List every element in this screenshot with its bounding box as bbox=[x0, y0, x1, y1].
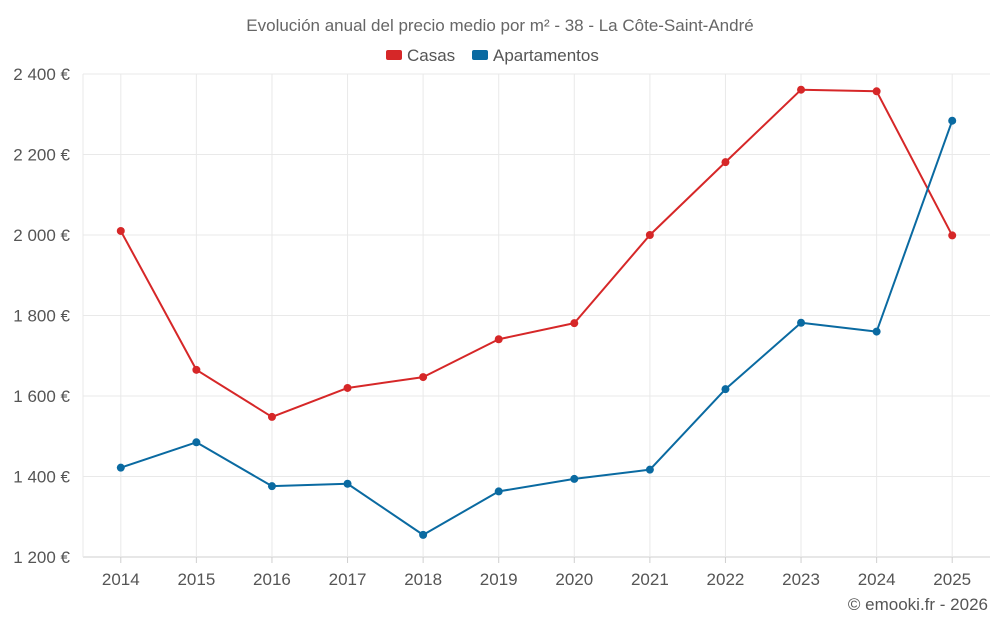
data-point-apartamentos[interactable] bbox=[721, 385, 730, 394]
data-point-casas[interactable] bbox=[872, 87, 881, 96]
data-point-apartamentos[interactable] bbox=[872, 327, 881, 336]
series-line-casas bbox=[119, 88, 954, 418]
y-tick-label: 1 400 € bbox=[13, 468, 70, 487]
y-tick-label: 1 600 € bbox=[13, 387, 70, 406]
data-point-casas[interactable] bbox=[948, 231, 957, 240]
x-tick-label: 2014 bbox=[102, 570, 140, 589]
data-point-apartamentos[interactable] bbox=[192, 438, 201, 447]
data-point-apartamentos[interactable] bbox=[343, 479, 352, 488]
y-axis: 1 200 € 1 400 € 1 600 € 1 800 € 2 000 € 2 200… bbox=[13, 65, 70, 567]
x-tick-label: 2023 bbox=[782, 570, 820, 589]
x-tick-label: 2018 bbox=[404, 570, 442, 589]
legend-swatch-apartamentos bbox=[472, 50, 488, 60]
x-tick-label: 2024 bbox=[858, 570, 896, 589]
x-tick-label: 2019 bbox=[480, 570, 518, 589]
data-point-casas[interactable] bbox=[494, 335, 503, 344]
series-apartamentos bbox=[116, 116, 957, 539]
data-point-apartamentos[interactable] bbox=[494, 487, 503, 496]
chart-title: Evolución anual del precio medio por m² … bbox=[246, 16, 753, 35]
x-tick-label: 2017 bbox=[329, 570, 367, 589]
data-point-apartamentos[interactable] bbox=[797, 318, 806, 327]
x-tick-label: 2021 bbox=[631, 570, 669, 589]
data-point-apartamentos[interactable] bbox=[570, 474, 579, 483]
gridlines bbox=[82, 73, 990, 558]
series-line-apartamentos bbox=[120, 120, 954, 536]
credit-text: © emooki.fr - 2026 bbox=[848, 595, 988, 614]
x-tick-label: 2022 bbox=[707, 570, 745, 589]
x-tick-label: 2015 bbox=[177, 570, 215, 589]
data-point-casas[interactable] bbox=[419, 373, 428, 382]
data-point-casas[interactable] bbox=[343, 383, 352, 392]
y-tick-label: 2 200 € bbox=[13, 146, 70, 165]
x-tick-label: 2020 bbox=[555, 570, 593, 589]
data-point-casas[interactable] bbox=[721, 158, 730, 167]
x-axis: 2014 2015 2016 2017 2018 2019 2020 2021 2022 2023… bbox=[102, 557, 971, 589]
series-casas bbox=[116, 85, 957, 421]
legend-label-casas[interactable]: Casas bbox=[407, 46, 455, 65]
data-point-casas[interactable] bbox=[116, 226, 125, 235]
data-point-apartamentos[interactable] bbox=[948, 116, 957, 125]
y-tick-label: 2 000 € bbox=[13, 226, 70, 245]
data-point-casas[interactable] bbox=[797, 85, 806, 94]
data-point-apartamentos[interactable] bbox=[116, 463, 125, 472]
y-tick-label: 1 800 € bbox=[13, 307, 70, 326]
legend-swatch-casas bbox=[386, 50, 402, 60]
series-lines bbox=[116, 85, 957, 539]
data-point-casas[interactable] bbox=[645, 231, 654, 239]
legend-label-apartamentos[interactable]: Apartamentos bbox=[493, 46, 599, 65]
data-point-casas[interactable] bbox=[570, 319, 579, 328]
data-point-casas[interactable] bbox=[267, 412, 276, 421]
data-point-apartamentos[interactable] bbox=[267, 482, 276, 491]
x-tick-label: 2016 bbox=[253, 570, 291, 589]
data-point-apartamentos[interactable] bbox=[645, 465, 654, 474]
y-tick-label: 2 400 € bbox=[13, 65, 70, 84]
data-point-apartamentos[interactable] bbox=[419, 530, 428, 539]
data-point-casas[interactable] bbox=[192, 365, 201, 374]
x-tick-label: 2025 bbox=[933, 570, 971, 589]
legend: Casas Apartamentos bbox=[386, 46, 599, 65]
y-tick-label: 1 200 € bbox=[13, 548, 70, 567]
